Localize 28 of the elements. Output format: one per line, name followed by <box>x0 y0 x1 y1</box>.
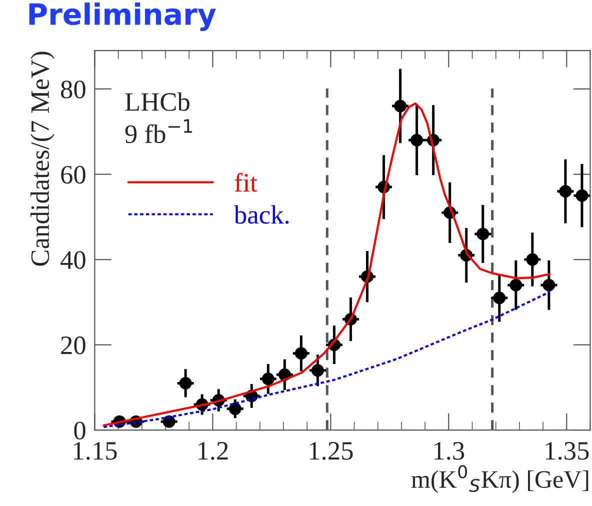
legend-label: back. <box>234 205 289 224</box>
x-tick-label: 1.25 <box>310 442 353 460</box>
legend-label: fit <box>234 172 258 192</box>
point <box>311 364 324 377</box>
y-tick-label: 80 <box>61 80 86 98</box>
point <box>476 228 490 240</box>
chart-title: Preliminary <box>29 2 216 31</box>
y-tick-label: 60 <box>61 166 86 184</box>
x-tick-label: 1.3 <box>434 442 464 460</box>
y-tick-label: 40 <box>60 251 86 269</box>
point <box>228 402 242 416</box>
y-axis-title: Candidates/(7 MeV) <box>30 52 54 266</box>
x-tick-label: 1.2 <box>198 442 228 460</box>
y-tick-label: 0 <box>74 422 86 440</box>
point <box>394 100 407 112</box>
point <box>294 347 308 360</box>
point <box>179 376 192 390</box>
x-tick-label: 1.35 <box>546 442 589 460</box>
y-tick-label: 20 <box>61 336 86 354</box>
x-axis-title: m(K$^{0}$$_{S}$Kπ) [GeV] <box>411 465 588 494</box>
point <box>542 278 556 292</box>
annotation: 9 fb$^{−1}$ <box>125 119 192 144</box>
x-tick-label: 1.15 <box>74 442 117 460</box>
point <box>162 415 176 428</box>
point <box>526 253 539 266</box>
point <box>510 278 522 292</box>
annotation: LHCb <box>125 92 190 111</box>
point <box>493 292 506 304</box>
